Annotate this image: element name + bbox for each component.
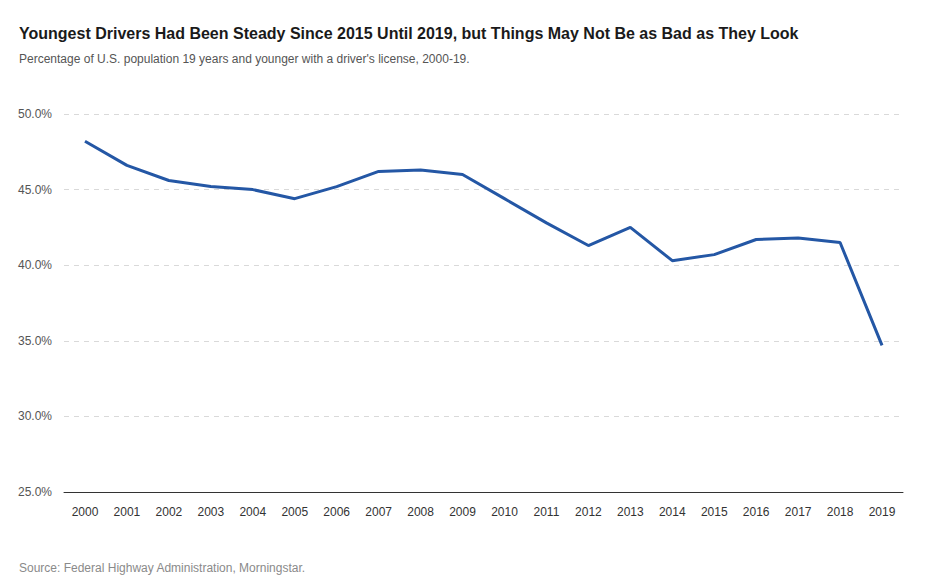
svg-text:2005: 2005 [281,505,308,519]
svg-text:2003: 2003 [197,505,224,519]
svg-text:50.0%: 50.0% [18,107,52,121]
svg-text:2002: 2002 [156,505,183,519]
svg-text:45.0%: 45.0% [18,183,52,197]
svg-text:2009: 2009 [449,505,476,519]
svg-text:Source: Federal Highway Admini: Source: Federal Highway Administration, … [19,561,305,575]
svg-text:2011: 2011 [534,505,560,519]
svg-text:40.0%: 40.0% [18,258,52,272]
svg-text:2007: 2007 [365,505,392,519]
svg-text:35.0%: 35.0% [18,334,52,348]
svg-text:2016: 2016 [743,505,770,519]
svg-text:2014: 2014 [659,505,686,519]
svg-text:2000: 2000 [72,505,99,519]
svg-text:Percentage of U.S. population: Percentage of U.S. population 19 years a… [19,52,470,66]
svg-text:30.0%: 30.0% [18,409,52,423]
svg-text:2017: 2017 [785,505,812,519]
svg-text:2012: 2012 [575,505,602,519]
svg-text:Youngest Drivers Had Been Stea: Youngest Drivers Had Been Steady Since 2… [19,25,799,42]
svg-text:2013: 2013 [617,505,644,519]
svg-text:2018: 2018 [827,505,854,519]
svg-text:25.0%: 25.0% [18,485,52,499]
svg-text:2015: 2015 [701,505,728,519]
svg-text:2019: 2019 [869,505,896,519]
svg-text:2010: 2010 [491,505,518,519]
svg-text:2008: 2008 [407,505,434,519]
svg-text:2001: 2001 [114,505,141,519]
svg-text:2006: 2006 [323,505,350,519]
svg-text:2004: 2004 [239,505,266,519]
